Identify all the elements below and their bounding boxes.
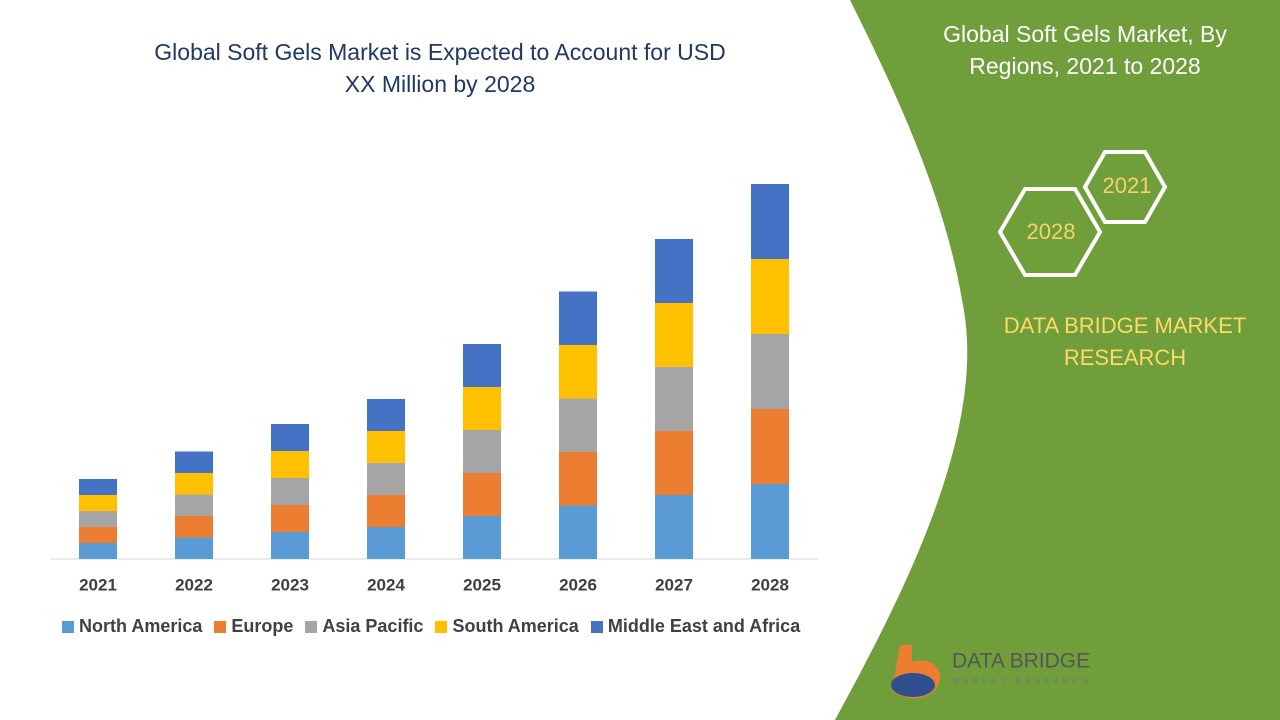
bar-segment <box>559 398 597 452</box>
legend-swatch <box>590 620 603 633</box>
bar-segment <box>463 344 501 387</box>
x-tick-label: 2025 <box>463 575 501 594</box>
legend-label: Europe <box>231 616 294 636</box>
legend-item: South America <box>435 616 579 637</box>
hexagon <box>1082 150 1168 224</box>
bar-segment <box>79 511 117 527</box>
logo-tagline: MARKET RESEARCH <box>952 677 1092 686</box>
legend-label: South America <box>452 616 579 636</box>
x-tick-label: 2023 <box>271 575 309 594</box>
legend: North America Europe Asia Pacific South Ame… <box>62 616 800 637</box>
bar-segment <box>175 537 213 559</box>
legend-item: Europe <box>214 616 293 637</box>
legend-label: North America <box>79 616 203 636</box>
bar-segment <box>271 532 309 559</box>
bar-segment <box>463 430 501 473</box>
bar-segment <box>655 303 693 367</box>
legend-item: Asia Pacific <box>305 616 423 637</box>
bar-segment <box>79 527 117 543</box>
bar-segment <box>655 431 693 495</box>
legend-swatch <box>62 620 74 633</box>
bar-segment <box>751 184 789 259</box>
bar-segment <box>463 387 501 430</box>
bar-segment <box>751 484 789 559</box>
bar-segment <box>175 516 213 538</box>
bar-segment <box>175 473 213 495</box>
legend-label: Asia Pacific <box>322 616 424 636</box>
bar-segment <box>463 473 501 516</box>
chart-title: Global Soft Gels Market is Expected to A… <box>154 39 726 97</box>
x-tick-label: 2027 <box>655 575 693 594</box>
bar-segment <box>175 494 213 516</box>
hexagon <box>997 187 1103 277</box>
bar-segment <box>271 451 309 478</box>
bar-segment <box>751 334 789 409</box>
bar-segment <box>559 505 597 559</box>
logo-name: DATA BRIDGE <box>952 650 1090 673</box>
bar-segment <box>655 239 693 303</box>
bar-segment <box>367 463 405 495</box>
badge: 2028 <box>1027 219 1076 244</box>
side-title: Global Soft Gels Market, By Regions, 202… <box>943 21 1227 79</box>
bar-segment <box>559 345 597 399</box>
bar-segment <box>175 451 213 473</box>
bar-segment <box>751 409 789 484</box>
x-tick-label: 2021 <box>79 575 117 594</box>
bar-segment <box>79 543 117 559</box>
bar-segment <box>367 399 405 431</box>
bar-segment <box>463 516 501 559</box>
bar-segment <box>559 291 597 345</box>
legend-swatch <box>214 620 227 633</box>
legend-item: Middle East and Africa <box>590 616 801 637</box>
x-tick-label: 2028 <box>751 575 789 594</box>
bar-segment <box>367 431 405 463</box>
bar-segment <box>751 259 789 334</box>
bar-segment <box>271 424 309 451</box>
bar-segment <box>79 479 117 495</box>
legend-label: Middle East and Africa <box>607 616 801 636</box>
x-tick-label: 2026 <box>559 575 597 594</box>
x-tick-label: 2022 <box>175 575 213 594</box>
legend-swatch <box>305 620 318 633</box>
badge: 2021 <box>1103 173 1152 198</box>
bar-segment <box>271 505 309 532</box>
bar-segment <box>559 452 597 506</box>
bar-segment <box>367 495 405 527</box>
bar-segment <box>367 527 405 559</box>
side-panel-bg <box>835 0 1280 720</box>
legend-swatch <box>435 620 448 633</box>
brand: DATA BRIDGE MARKET RESEARCH <box>1003 313 1247 370</box>
logo-icon <box>891 673 935 697</box>
x-tick-label: 2024 <box>367 575 405 594</box>
bar-segment <box>79 495 117 511</box>
bar-segment <box>655 495 693 559</box>
legend-item: North America <box>62 616 202 637</box>
bar-segment <box>271 478 309 505</box>
bar-segment <box>655 367 693 431</box>
